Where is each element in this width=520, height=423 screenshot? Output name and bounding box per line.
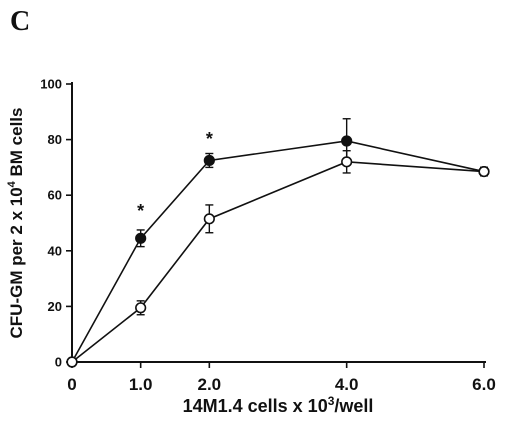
x-axis-title: 14M1.4 cells x 103/well [183, 394, 374, 416]
series-line [71, 140, 485, 363]
y-tick-label: 80 [48, 132, 62, 147]
x-ticks: 0 1.0 2.0 4.0 6.0 [67, 362, 496, 394]
significance-asterisk: * [206, 129, 213, 149]
annotations: ** [137, 129, 213, 221]
data-point [341, 156, 353, 168]
significance-asterisk: * [137, 201, 144, 221]
data-point [341, 135, 353, 147]
x-tick-label: 0 [67, 375, 76, 394]
x-tick-label: 1.0 [129, 375, 153, 394]
y-tick-label: 20 [48, 299, 62, 314]
y-tick-label: 0 [55, 355, 62, 370]
y-tick-label: 60 [48, 188, 62, 203]
series-0 [66, 118, 490, 368]
x-tick-label: 4.0 [335, 375, 359, 394]
series-line [71, 161, 485, 363]
data-point [478, 165, 490, 178]
series-1 [66, 150, 490, 368]
data-point [66, 356, 78, 368]
panel-label: C [10, 6, 30, 37]
series-layer [66, 118, 490, 368]
y-ticks: 0 20 40 60 80 100 [40, 77, 72, 370]
data-point [135, 232, 147, 244]
data-point [203, 213, 215, 225]
x-tick-label: 2.0 [198, 375, 222, 394]
y-tick-label: 40 [48, 243, 62, 258]
y-tick-label: 100 [40, 77, 62, 92]
x-tick-label: 6.0 [472, 375, 496, 394]
y-axis-title: CFU-GM per 2 x 104 BM cells [6, 108, 26, 339]
data-point [203, 154, 215, 167]
axes [71, 82, 486, 363]
data-point [135, 302, 147, 314]
